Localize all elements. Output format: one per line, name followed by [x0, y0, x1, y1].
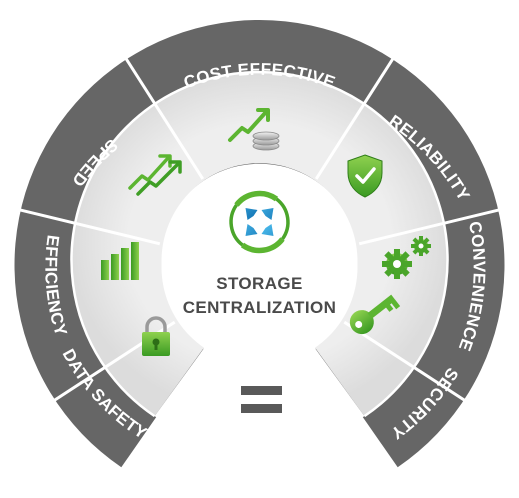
gears-icon: [382, 236, 431, 279]
padlock-icon: [142, 316, 170, 356]
arrows-converging-icon: [226, 189, 293, 255]
bar-chart-icon: [101, 242, 139, 280]
center-disc: [161, 169, 358, 365]
coins-arrow-icon: [228, 108, 280, 151]
center-title-line2: CENTRALIZATION: [183, 298, 337, 317]
segment-dividers: [19, 50, 500, 402]
shield-check-icon: [347, 154, 383, 198]
rising-arrows-icon: [128, 154, 182, 196]
key-icon: [349, 294, 401, 335]
equals-icon: [241, 386, 282, 413]
center-title-line1: STORAGE: [216, 274, 303, 293]
